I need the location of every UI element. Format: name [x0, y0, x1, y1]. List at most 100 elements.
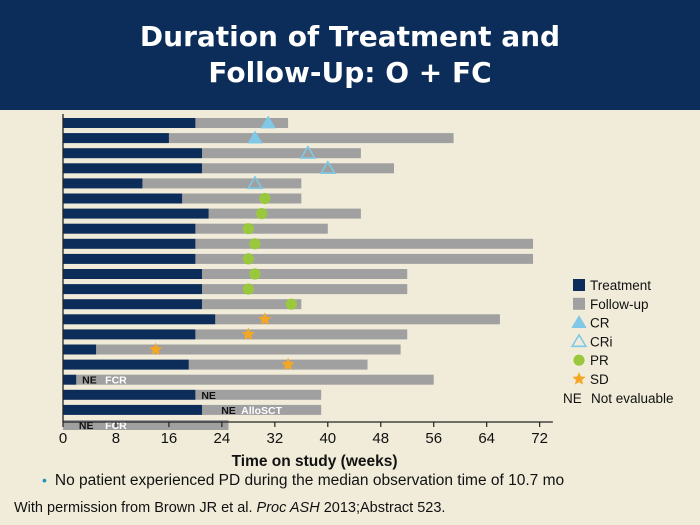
cri-marker — [299, 145, 317, 159]
legend-treatment-swatch — [573, 279, 585, 291]
sd-marker — [241, 327, 256, 341]
treatment-bar — [63, 133, 169, 144]
followup-bar — [96, 344, 401, 355]
sd-marker — [149, 342, 163, 356]
followup-bar — [142, 178, 302, 189]
followup-bar — [63, 420, 229, 430]
followup-bar — [195, 223, 328, 234]
cr-marker — [260, 115, 276, 129]
pr-marker — [249, 268, 261, 280]
treatment-bar — [63, 269, 203, 279]
bar-annotation: NE — [79, 420, 94, 432]
x-tick-label: 40 — [319, 430, 336, 447]
followup-bar — [208, 208, 361, 219]
followup-bar — [215, 314, 500, 325]
followup-bar — [195, 253, 534, 264]
title-banner: Duration of Treatment and Follow-Up: O +… — [0, 0, 700, 110]
followup-bar — [188, 359, 368, 370]
followup-bar — [182, 193, 302, 204]
legend-pr-icon — [573, 354, 585, 366]
treatment-bar — [63, 389, 196, 400]
pr-marker — [256, 208, 268, 220]
treatment-bar — [63, 163, 203, 174]
legend-label: CR — [590, 316, 610, 331]
treatment-bar — [63, 178, 143, 189]
followup-bar — [202, 269, 408, 279]
treatment-bar — [63, 238, 196, 249]
citation-journal: Proc ASH — [256, 500, 320, 516]
legend-ne-abbr: NE — [563, 391, 582, 406]
legend-cr-icon — [571, 315, 587, 328]
treatment-bar — [63, 374, 77, 385]
x-tick-label: 72 — [531, 430, 548, 447]
x-tick-label: 48 — [372, 430, 389, 447]
x-tick-label: 24 — [214, 430, 231, 447]
legend-sd-icon — [572, 372, 586, 385]
x-tick-label: 0 — [59, 430, 67, 447]
pr-marker — [249, 238, 261, 250]
legend-followup-swatch — [573, 297, 585, 310]
treatment-bar — [63, 208, 209, 219]
cr-marker — [247, 130, 263, 144]
treatment-bar — [63, 359, 189, 370]
bar-annotation: NE — [221, 405, 236, 417]
treatment-bar — [63, 299, 203, 310]
slide-title-line-1: Duration of Treatment and — [139, 20, 561, 53]
sd-marker — [258, 312, 272, 325]
followup-bar — [202, 404, 322, 415]
bar-annotation: NE — [201, 390, 216, 402]
followup-bar — [168, 133, 454, 144]
followup-bar — [202, 148, 361, 159]
x-tick-label: 8 — [112, 430, 120, 447]
treatment-bar — [63, 118, 196, 128]
legend-label: Follow-up — [590, 297, 649, 312]
cri-marker — [246, 175, 264, 190]
pr-marker — [259, 192, 271, 205]
followup-bar — [202, 299, 302, 310]
legend-label: SD — [590, 372, 609, 387]
legend-label: CRi — [590, 334, 613, 349]
bar-annotation: NE — [82, 375, 97, 387]
x-tick-label: 32 — [266, 430, 283, 447]
footnote-text: No patient experienced PD during the med… — [54, 472, 565, 489]
treatment-bar — [63, 193, 183, 204]
cri-marker — [319, 160, 337, 174]
pr-marker — [285, 298, 297, 310]
x-axis-title: Time on study (weeks) — [232, 453, 398, 470]
treatment-bar — [63, 223, 196, 234]
x-tick-label: 16 — [161, 430, 178, 447]
followup-bar — [202, 163, 394, 174]
legend-label: PR — [590, 353, 609, 368]
pr-marker — [242, 223, 254, 235]
treatment-bar — [63, 329, 196, 340]
bar-annotation: FCR — [105, 375, 127, 387]
pr-marker — [242, 283, 254, 295]
citation-suffix: 2013;Abstract 523. — [319, 500, 446, 516]
treatment-bar — [63, 284, 203, 295]
followup-bar — [195, 118, 289, 128]
citation-prefix: With permission from Brown JR et al. — [14, 500, 257, 516]
bar-annotation: AlloSCT — [241, 405, 282, 417]
treatment-bar — [63, 253, 196, 264]
slide-title-line-2: Follow-Up: O + FC — [208, 56, 492, 89]
footnote: • No patient experienced PD during the me… — [42, 472, 564, 490]
legend-label: Treatment — [590, 278, 651, 293]
pr-marker — [242, 253, 254, 265]
treatment-bar — [63, 148, 203, 159]
followup-bar — [202, 284, 408, 295]
followup-bar — [195, 389, 322, 400]
x-tick-label: 56 — [425, 430, 442, 447]
treatment-bar — [63, 404, 203, 415]
legend-cri-icon — [570, 333, 588, 348]
x-tick-label: 64 — [478, 430, 495, 447]
sd-marker — [281, 357, 295, 371]
followup-bar — [195, 329, 408, 340]
treatment-bar — [63, 314, 216, 325]
treatment-bar — [63, 344, 97, 355]
followup-bar — [195, 238, 534, 249]
followup-bar — [76, 374, 434, 385]
bullet-icon: • — [42, 472, 47, 488]
legend-label: Not evaluable — [591, 391, 674, 406]
citation: With permission from Brown JR et al. Pro… — [14, 500, 445, 516]
